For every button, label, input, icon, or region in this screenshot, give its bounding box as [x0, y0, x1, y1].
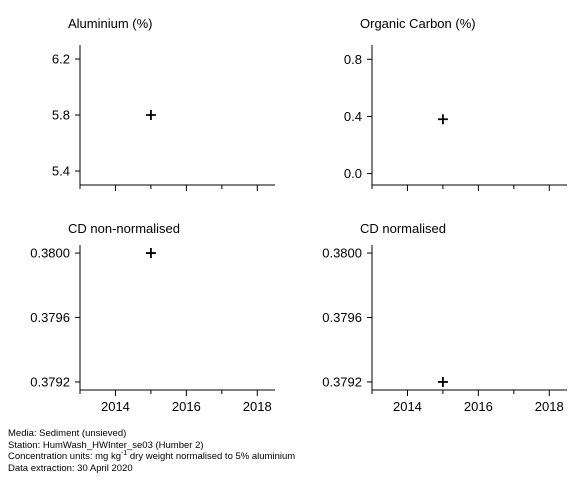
x-tick-label: 2018 — [535, 399, 564, 414]
y-tick-label: 0.0 — [344, 166, 362, 181]
panel-title: CD normalised — [360, 221, 446, 236]
y-tick-label: 5.4 — [52, 164, 70, 179]
footer-units-superscript: -1 — [121, 450, 128, 457]
y-tick-label: 0.3800 — [30, 246, 70, 261]
y-tick-label: 0.3800 — [322, 246, 362, 261]
panel-title: Organic Carbon (%) — [360, 16, 476, 31]
footer-station: Station: HumWash_HWInter_se03 (Humber 2) — [8, 439, 204, 451]
y-tick-label: 0.4 — [344, 109, 362, 124]
x-tick-label: 2016 — [464, 399, 493, 414]
y-tick-label: 0.3792 — [322, 374, 362, 389]
x-tick-label: 2014 — [101, 399, 130, 414]
y-tick-label: 0.3796 — [322, 310, 362, 325]
x-tick-label: 2016 — [172, 399, 201, 414]
footer-media: Media: Sediment (unsieved) — [8, 428, 127, 439]
chart-footer: Media: Sediment (unsieved) Station: HumW… — [8, 428, 295, 474]
footer-units-prefix: Concentration units: mg kg — [8, 451, 122, 462]
data-point — [437, 114, 448, 125]
y-tick-label: 5.8 — [52, 108, 70, 123]
footer-units-suffix: dry weight normalised to 5% aluminium — [127, 451, 296, 462]
panel-title: CD non-normalised — [68, 221, 180, 236]
data-point — [437, 376, 448, 387]
y-tick-label: 6.2 — [52, 52, 70, 67]
data-point — [145, 248, 156, 259]
footer-extraction: Data extraction: 30 April 2020 — [8, 462, 133, 474]
y-tick-label: 0.3796 — [30, 310, 70, 325]
data-point — [145, 110, 156, 120]
x-tick-label: 2014 — [393, 399, 422, 414]
panel-title: Aluminium (%) — [68, 16, 153, 31]
y-tick-label: 0.8 — [344, 52, 362, 67]
footer-units: Concentration units: mg kg-1 dry weight … — [8, 450, 296, 463]
x-tick-label: 2018 — [243, 399, 272, 414]
y-tick-label: 0.3792 — [30, 374, 70, 389]
